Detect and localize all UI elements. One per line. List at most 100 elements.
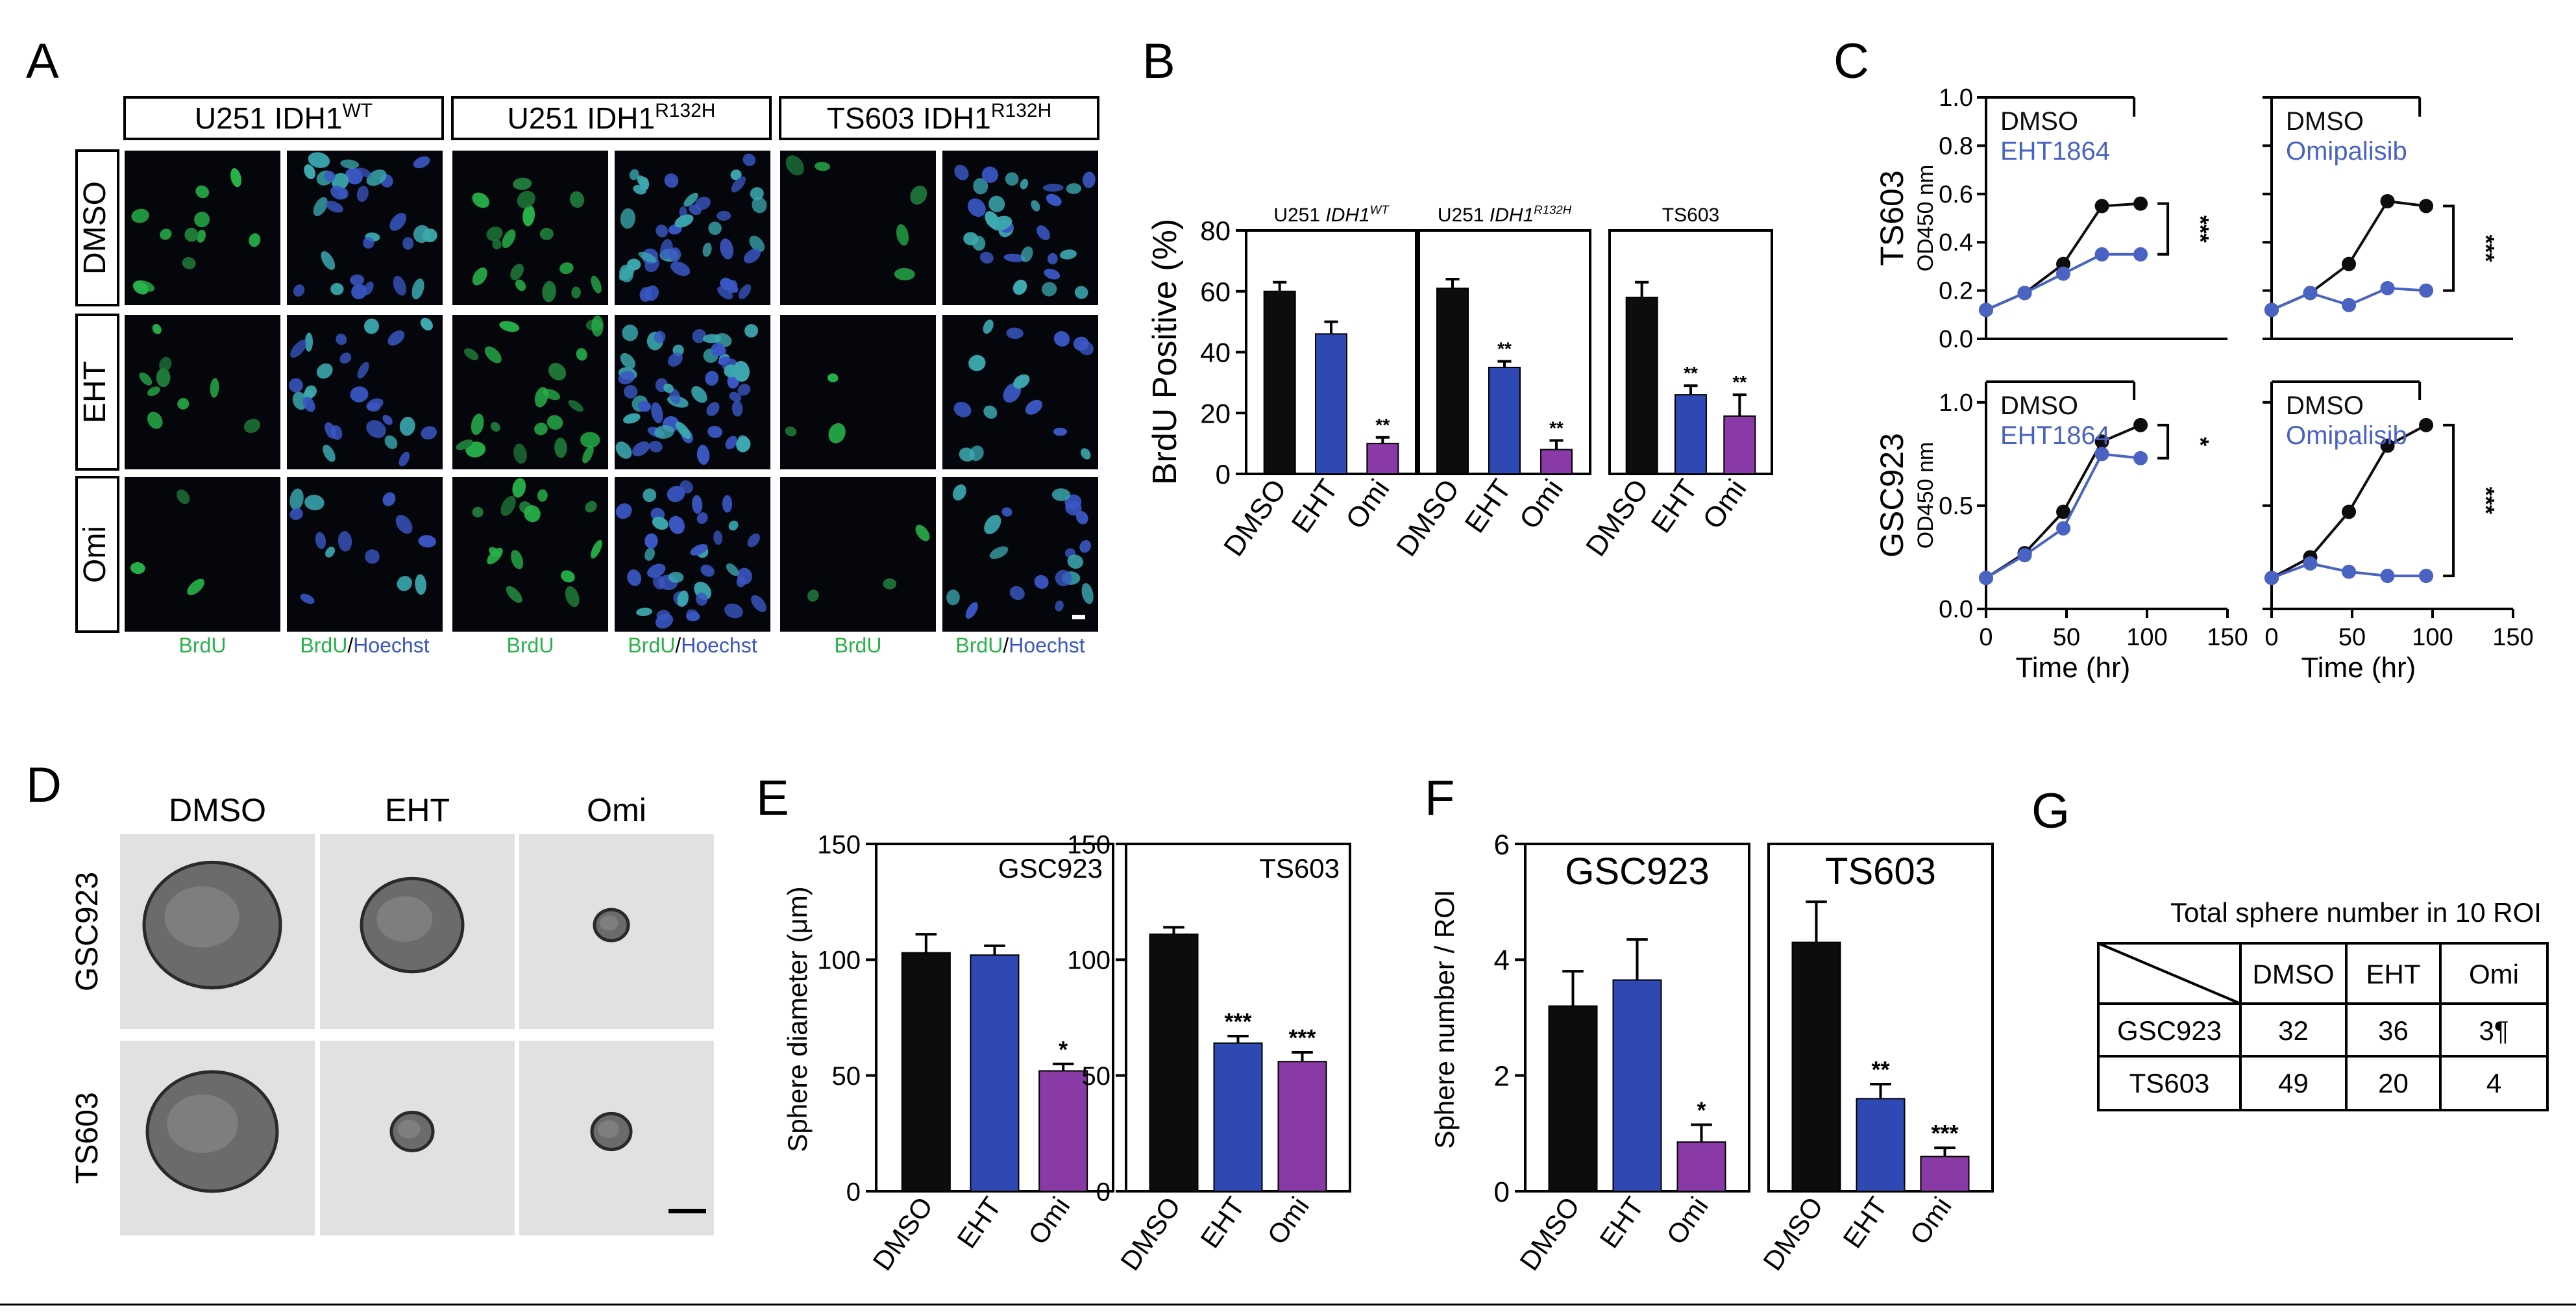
bar-omi bbox=[1038, 1070, 1088, 1192]
data-point bbox=[2094, 434, 2109, 449]
significance-label: *** bbox=[2473, 234, 2499, 262]
panel-label-f: F bbox=[1425, 771, 1454, 826]
data-point bbox=[2056, 521, 2071, 536]
panel-d-col-label: EHT bbox=[385, 792, 450, 828]
nucleus bbox=[615, 441, 632, 459]
panel-c-ylabel: OD450 nm bbox=[1913, 165, 1938, 271]
table-row-label: GSC923 bbox=[2117, 1015, 2222, 1046]
y-tick-label: 0 bbox=[1216, 459, 1231, 489]
significance-bracket bbox=[2157, 202, 2170, 256]
nucleus bbox=[402, 237, 414, 250]
table-row-label: TS603 bbox=[2129, 1068, 2210, 1098]
data-point bbox=[2380, 193, 2395, 208]
legend-entry: EHT1864 bbox=[2000, 421, 2110, 450]
panel-a-col-header-text: U251 IDH1WT bbox=[195, 100, 373, 135]
data-point bbox=[2017, 286, 2032, 301]
bar-omi bbox=[1277, 1061, 1327, 1193]
nucleus bbox=[399, 451, 410, 467]
y-tick-label: 0 bbox=[1494, 1176, 1510, 1208]
micrograph bbox=[780, 151, 936, 305]
nucleus bbox=[367, 402, 381, 412]
scale-bar bbox=[1072, 615, 1085, 619]
nucleus bbox=[1081, 583, 1094, 604]
significance-label: *** bbox=[1931, 1120, 1958, 1146]
sphere-image bbox=[120, 1041, 315, 1235]
nucleus bbox=[1046, 193, 1062, 206]
significance-label: *** bbox=[2187, 216, 2214, 243]
stain-label-brdu-hoechst: BrdU/Hoechst bbox=[300, 634, 429, 657]
panel-a-row-label-box bbox=[75, 314, 119, 471]
nucleus bbox=[969, 445, 984, 462]
nucleus bbox=[397, 576, 412, 591]
nucleus bbox=[618, 371, 635, 385]
micrograph bbox=[287, 315, 443, 469]
panel-a-col-header bbox=[779, 96, 1099, 140]
panel-f-subplot: 0 2 4 6 GSC923 DMSO EHT * Omi bbox=[1494, 829, 1750, 1276]
nucleus bbox=[706, 402, 720, 416]
legend-entry: Omipalisib bbox=[2286, 421, 2407, 450]
significance-label: *** bbox=[1224, 1008, 1251, 1035]
nucleus bbox=[683, 192, 698, 207]
nucleus bbox=[647, 563, 666, 578]
table-col-header: Omi bbox=[2469, 959, 2519, 989]
data-point bbox=[2133, 451, 2148, 465]
nucleus bbox=[356, 186, 369, 203]
x-tick-label: 100 bbox=[2412, 624, 2453, 651]
y-tick-label: 0.6 bbox=[1939, 181, 1973, 208]
nucleus bbox=[667, 353, 683, 367]
panel-b-subplot: TS603 DMSO ** EHT ** Omi bbox=[1580, 204, 1773, 562]
nucleus bbox=[670, 261, 691, 277]
nucleus bbox=[691, 386, 707, 403]
nucleus bbox=[728, 520, 739, 531]
significance-label: ** bbox=[1871, 1056, 1889, 1083]
nucleus bbox=[677, 590, 689, 607]
category-label: Omi bbox=[1697, 474, 1752, 535]
y-tick-label: 20 bbox=[1200, 398, 1231, 428]
nucleus bbox=[559, 262, 574, 275]
bar-eht bbox=[970, 954, 1020, 1192]
nucleus bbox=[689, 204, 702, 216]
nucleus bbox=[663, 383, 674, 393]
nucleus bbox=[1055, 600, 1064, 612]
nucleus bbox=[293, 284, 305, 297]
nucleus bbox=[696, 512, 708, 524]
data-point bbox=[2342, 256, 2357, 271]
bar-eht bbox=[1488, 366, 1521, 475]
data-point bbox=[2342, 504, 2357, 519]
nucleus bbox=[411, 278, 424, 300]
x-axis-label: Time (hr) bbox=[2016, 652, 2131, 684]
y-tick-label: 2 bbox=[1494, 1061, 1510, 1093]
panel-c-row-title: TS603 bbox=[1874, 170, 1910, 266]
data-point bbox=[2133, 196, 2148, 211]
nucleus bbox=[686, 609, 700, 621]
nucleus bbox=[330, 282, 344, 295]
data-point bbox=[2094, 447, 2109, 462]
stain-label-brdu: BrdU bbox=[507, 634, 554, 657]
nucleus bbox=[177, 398, 190, 410]
nucleus bbox=[644, 285, 659, 301]
nucleus bbox=[196, 229, 206, 243]
data-point bbox=[2094, 199, 2109, 214]
sphere-highlight bbox=[164, 886, 239, 948]
nucleus bbox=[499, 321, 520, 332]
bar-omi bbox=[1723, 415, 1756, 475]
panel-label-a: A bbox=[26, 34, 59, 89]
nucleus bbox=[511, 550, 524, 569]
nucleus bbox=[896, 224, 909, 246]
nucleus bbox=[984, 515, 1001, 534]
y-tick-label: 50 bbox=[1082, 1062, 1111, 1091]
nucleus bbox=[524, 505, 541, 523]
legend-entry: DMSO bbox=[2000, 391, 2078, 420]
significance-label: ** bbox=[1375, 415, 1390, 435]
nucleus bbox=[656, 224, 669, 238]
data-point bbox=[2380, 280, 2395, 295]
data-point bbox=[2017, 548, 2032, 563]
nucleus bbox=[669, 515, 685, 534]
nucleus bbox=[1037, 225, 1050, 241]
nucleus bbox=[591, 315, 604, 337]
significance-label: *** bbox=[2473, 487, 2499, 514]
nucleus bbox=[991, 216, 1012, 231]
bar-dmso bbox=[1548, 1005, 1598, 1192]
nucleus bbox=[747, 533, 760, 547]
